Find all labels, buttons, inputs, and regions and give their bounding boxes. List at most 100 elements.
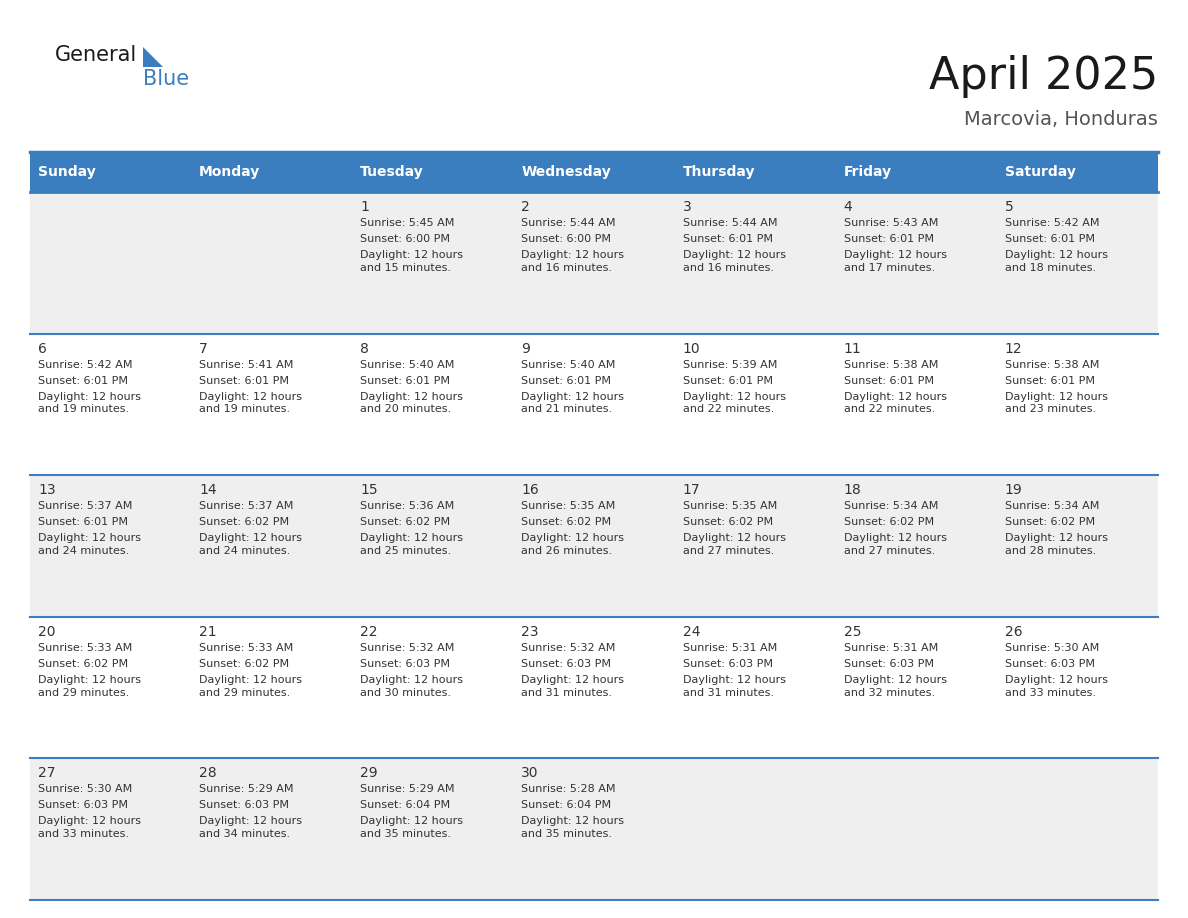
Text: Daylight: 12 hours
and 33 minutes.: Daylight: 12 hours and 33 minutes. <box>1005 675 1108 698</box>
Text: Daylight: 12 hours
and 22 minutes.: Daylight: 12 hours and 22 minutes. <box>843 392 947 414</box>
Text: Sunrise: 5:37 AM: Sunrise: 5:37 AM <box>200 501 293 511</box>
Text: Sunset: 6:03 PM: Sunset: 6:03 PM <box>843 659 934 669</box>
Text: 20: 20 <box>38 625 56 639</box>
Text: Daylight: 12 hours
and 19 minutes.: Daylight: 12 hours and 19 minutes. <box>200 392 302 414</box>
Text: Sunset: 6:01 PM: Sunset: 6:01 PM <box>200 375 289 386</box>
Text: Tuesday: Tuesday <box>360 165 424 179</box>
Text: Daylight: 12 hours
and 18 minutes.: Daylight: 12 hours and 18 minutes. <box>1005 250 1108 273</box>
Text: Sunset: 6:03 PM: Sunset: 6:03 PM <box>522 659 612 669</box>
Text: Sunset: 6:01 PM: Sunset: 6:01 PM <box>843 375 934 386</box>
Bar <box>675 617 835 758</box>
Text: Sunrise: 5:32 AM: Sunrise: 5:32 AM <box>522 643 615 653</box>
Bar <box>513 617 675 758</box>
Text: Sunrise: 5:34 AM: Sunrise: 5:34 AM <box>843 501 939 511</box>
Text: Sunrise: 5:32 AM: Sunrise: 5:32 AM <box>360 643 455 653</box>
Text: 19: 19 <box>1005 483 1023 498</box>
Text: 22: 22 <box>360 625 378 639</box>
Text: Daylight: 12 hours
and 32 minutes.: Daylight: 12 hours and 32 minutes. <box>843 675 947 698</box>
Text: Sunrise: 5:42 AM: Sunrise: 5:42 AM <box>1005 218 1099 228</box>
Text: Sunrise: 5:40 AM: Sunrise: 5:40 AM <box>522 360 615 370</box>
Text: Sunset: 6:03 PM: Sunset: 6:03 PM <box>1005 659 1095 669</box>
Bar <box>513 152 675 192</box>
Text: Sunrise: 5:44 AM: Sunrise: 5:44 AM <box>683 218 777 228</box>
Text: Sunset: 6:02 PM: Sunset: 6:02 PM <box>38 659 128 669</box>
Text: Friday: Friday <box>843 165 892 179</box>
Text: Sunset: 6:02 PM: Sunset: 6:02 PM <box>683 517 772 527</box>
Bar <box>835 476 997 617</box>
Text: Sunrise: 5:31 AM: Sunrise: 5:31 AM <box>843 643 939 653</box>
Text: 10: 10 <box>683 341 700 355</box>
Bar <box>835 152 997 192</box>
Text: 27: 27 <box>38 767 56 780</box>
Text: Sunset: 6:02 PM: Sunset: 6:02 PM <box>1005 517 1095 527</box>
Bar <box>30 192 191 333</box>
Bar <box>191 152 353 192</box>
Text: 15: 15 <box>360 483 378 498</box>
Text: Daylight: 12 hours
and 28 minutes.: Daylight: 12 hours and 28 minutes. <box>1005 533 1108 556</box>
Text: Sunrise: 5:29 AM: Sunrise: 5:29 AM <box>200 784 293 794</box>
Text: 26: 26 <box>1005 625 1023 639</box>
Text: Sunrise: 5:38 AM: Sunrise: 5:38 AM <box>1005 360 1099 370</box>
Bar <box>675 333 835 476</box>
Bar <box>513 476 675 617</box>
Bar <box>835 758 997 900</box>
Text: 1: 1 <box>360 200 369 214</box>
Text: Daylight: 12 hours
and 29 minutes.: Daylight: 12 hours and 29 minutes. <box>38 675 141 698</box>
Text: Sunrise: 5:29 AM: Sunrise: 5:29 AM <box>360 784 455 794</box>
Text: Sunset: 6:01 PM: Sunset: 6:01 PM <box>38 517 128 527</box>
Text: Sunset: 6:00 PM: Sunset: 6:00 PM <box>360 234 450 244</box>
Text: Sunset: 6:04 PM: Sunset: 6:04 PM <box>360 800 450 811</box>
Bar <box>30 476 191 617</box>
Text: Daylight: 12 hours
and 35 minutes.: Daylight: 12 hours and 35 minutes. <box>360 816 463 839</box>
Text: Sunset: 6:01 PM: Sunset: 6:01 PM <box>360 375 450 386</box>
Text: Daylight: 12 hours
and 31 minutes.: Daylight: 12 hours and 31 minutes. <box>683 675 785 698</box>
Text: Sunset: 6:02 PM: Sunset: 6:02 PM <box>200 659 289 669</box>
Text: Daylight: 12 hours
and 17 minutes.: Daylight: 12 hours and 17 minutes. <box>843 250 947 273</box>
Text: Sunrise: 5:40 AM: Sunrise: 5:40 AM <box>360 360 455 370</box>
Text: Blue: Blue <box>143 69 189 89</box>
Text: Sunset: 6:03 PM: Sunset: 6:03 PM <box>683 659 772 669</box>
Text: Daylight: 12 hours
and 23 minutes.: Daylight: 12 hours and 23 minutes. <box>1005 392 1108 414</box>
Bar <box>353 758 513 900</box>
Text: 11: 11 <box>843 341 861 355</box>
Bar <box>513 192 675 333</box>
Text: 8: 8 <box>360 341 369 355</box>
Bar <box>997 192 1158 333</box>
Bar <box>997 152 1158 192</box>
Text: Daylight: 12 hours
and 29 minutes.: Daylight: 12 hours and 29 minutes. <box>200 675 302 698</box>
Text: Wednesday: Wednesday <box>522 165 611 179</box>
Bar <box>835 192 997 333</box>
Text: Monday: Monday <box>200 165 260 179</box>
Bar <box>675 758 835 900</box>
Text: Sunrise: 5:31 AM: Sunrise: 5:31 AM <box>683 643 777 653</box>
Text: Sunrise: 5:33 AM: Sunrise: 5:33 AM <box>38 643 132 653</box>
Bar <box>835 617 997 758</box>
Text: Daylight: 12 hours
and 30 minutes.: Daylight: 12 hours and 30 minutes. <box>360 675 463 698</box>
Text: 25: 25 <box>843 625 861 639</box>
Text: April 2025: April 2025 <box>929 55 1158 98</box>
Bar <box>675 192 835 333</box>
Text: 14: 14 <box>200 483 216 498</box>
Text: Sunrise: 5:36 AM: Sunrise: 5:36 AM <box>360 501 455 511</box>
Text: 3: 3 <box>683 200 691 214</box>
Bar <box>191 476 353 617</box>
Bar <box>513 758 675 900</box>
Text: Sunrise: 5:38 AM: Sunrise: 5:38 AM <box>843 360 939 370</box>
Text: Daylight: 12 hours
and 27 minutes.: Daylight: 12 hours and 27 minutes. <box>683 533 785 556</box>
Text: Sunset: 6:03 PM: Sunset: 6:03 PM <box>360 659 450 669</box>
Text: Marcovia, Honduras: Marcovia, Honduras <box>965 110 1158 129</box>
Text: Daylight: 12 hours
and 24 minutes.: Daylight: 12 hours and 24 minutes. <box>38 533 141 556</box>
Text: Sunrise: 5:37 AM: Sunrise: 5:37 AM <box>38 501 132 511</box>
Bar <box>997 617 1158 758</box>
Text: Daylight: 12 hours
and 26 minutes.: Daylight: 12 hours and 26 minutes. <box>522 533 625 556</box>
Text: Sunset: 6:01 PM: Sunset: 6:01 PM <box>1005 234 1095 244</box>
Text: 23: 23 <box>522 625 539 639</box>
Text: 9: 9 <box>522 341 530 355</box>
Text: Sunrise: 5:43 AM: Sunrise: 5:43 AM <box>843 218 939 228</box>
Bar <box>30 152 191 192</box>
Text: 6: 6 <box>38 341 46 355</box>
Text: Sunset: 6:02 PM: Sunset: 6:02 PM <box>200 517 289 527</box>
Text: Daylight: 12 hours
and 16 minutes.: Daylight: 12 hours and 16 minutes. <box>522 250 625 273</box>
Bar <box>191 617 353 758</box>
Text: Daylight: 12 hours
and 15 minutes.: Daylight: 12 hours and 15 minutes. <box>360 250 463 273</box>
